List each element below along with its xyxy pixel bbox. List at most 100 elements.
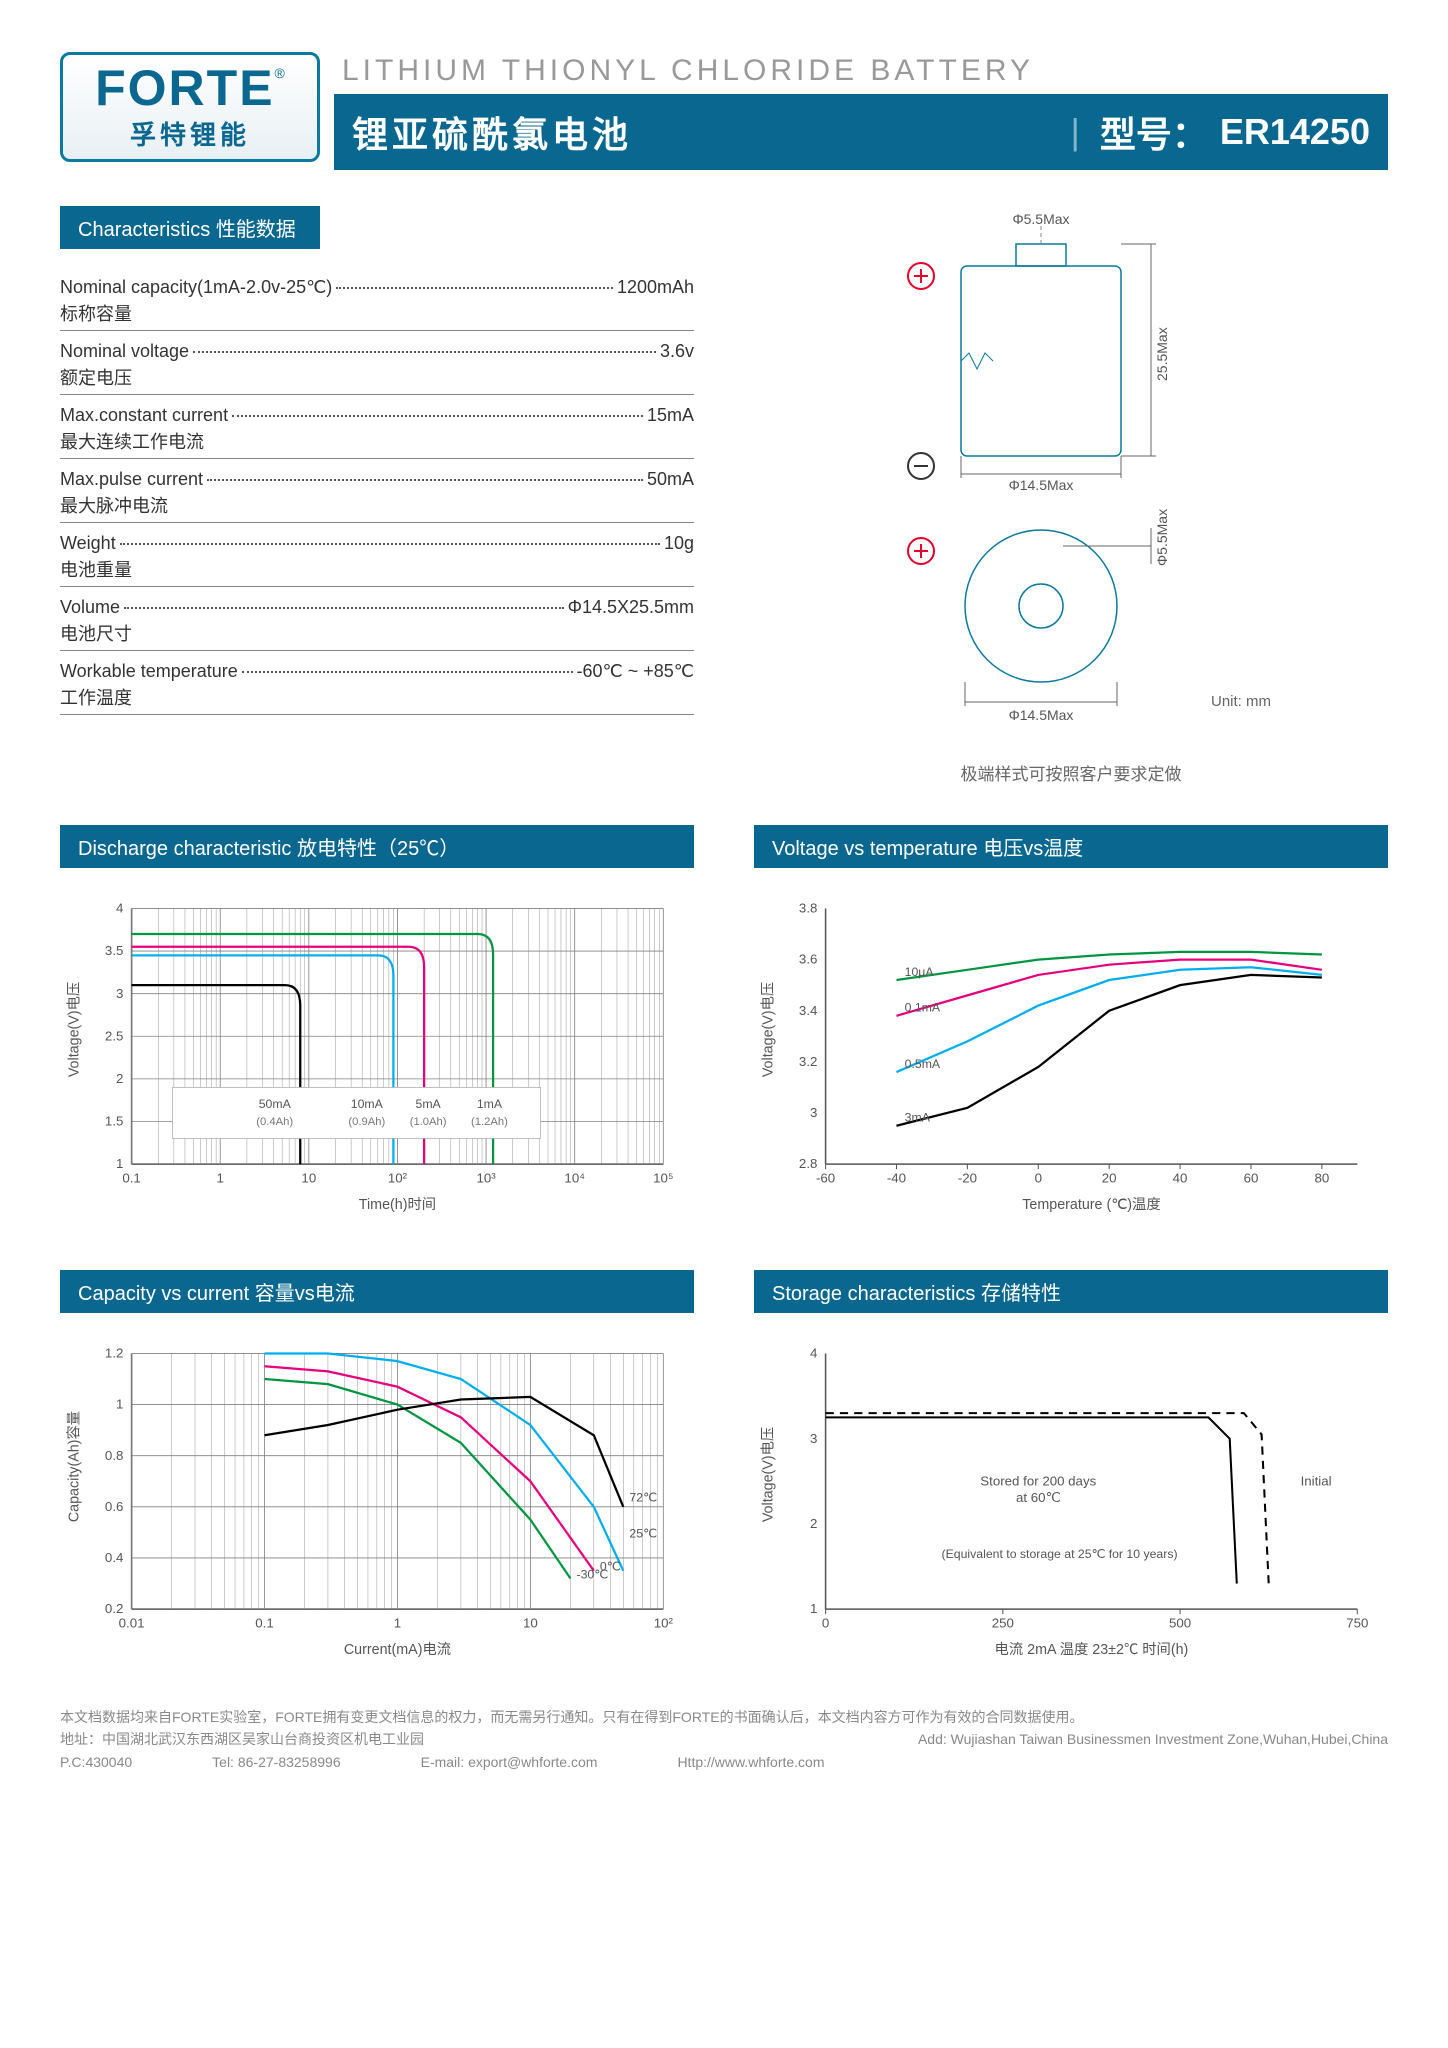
svg-text:5mA: 5mA (416, 1097, 442, 1111)
svg-text:10²: 10² (654, 1616, 674, 1631)
svg-text:(1.2Ah): (1.2Ah) (471, 1116, 508, 1128)
title-block: LITHIUM THIONYL CHLORIDE BATTERY 锂亚硫酰氯电池… (334, 52, 1388, 170)
model-value: ER14250 (1220, 111, 1370, 153)
svg-text:50mA: 50mA (259, 1097, 292, 1111)
svg-text:10: 10 (523, 1616, 538, 1631)
chart-vt-heading: Voltage vs temperature 电压vs温度 (754, 825, 1388, 868)
spec-value: 1200mAh (617, 277, 694, 298)
svg-text:0.4: 0.4 (105, 1550, 123, 1565)
spec-label-cn: 标称容量 (60, 300, 694, 326)
characteristics-block: Characteristics 性能数据 Nominal capacity(1m… (60, 206, 694, 785)
svg-text:2.5: 2.5 (105, 1028, 123, 1043)
svg-text:3.6: 3.6 (799, 952, 817, 967)
svg-text:at 60℃: at 60℃ (1016, 1490, 1060, 1505)
logo: FORTE ® 孚特锂能 (60, 52, 320, 162)
charts-grid: Discharge characteristic 放电特性（25℃） 1 1.5 2… (60, 825, 1388, 1676)
svg-text:0: 0 (822, 1616, 829, 1631)
svg-text:3.2: 3.2 (799, 1054, 817, 1069)
chart-storage-svg: 1234Voltage(V)电压0250500750Stored for 200… (754, 1333, 1388, 1670)
spec-label-en: Max.constant current (60, 405, 228, 426)
svg-text:0℃: 0℃ (600, 1560, 621, 1574)
logo-cn: 孚特锂能 (130, 115, 250, 152)
footer-tel: Tel: 86-27-83258996 (212, 1751, 340, 1773)
svg-text:2: 2 (810, 1516, 817, 1531)
svg-text:0.6: 0.6 (105, 1499, 123, 1514)
svg-text:0.1: 0.1 (122, 1170, 140, 1185)
spec-label-en: Volume (60, 597, 120, 618)
svg-text:10: 10 (301, 1170, 316, 1185)
svg-text:1: 1 (394, 1616, 401, 1631)
svg-text:10³: 10³ (476, 1170, 496, 1185)
title-bar: 锂亚硫酰氯电池 | 型号： ER14250 (334, 94, 1388, 170)
svg-text:10²: 10² (388, 1170, 408, 1185)
svg-text:80: 80 (1314, 1170, 1329, 1185)
spec-row: Max.constant current15mA最大连续工作电流 (60, 399, 694, 459)
svg-text:-60: -60 (816, 1170, 835, 1185)
svg-text:Φ14.5Max: Φ14.5Max (1009, 477, 1074, 493)
spec-value: -60℃ ~ +85℃ (577, 661, 695, 682)
spec-value: 10g (664, 533, 694, 554)
svg-text:0.1: 0.1 (255, 1616, 273, 1631)
svg-text:4: 4 (810, 1346, 817, 1361)
svg-text:(Equivalent to storage at 25℃: (Equivalent to storage at 25℃ for 10 yea… (942, 1547, 1178, 1561)
spec-row: Max.pulse current50mA最大脉冲电流 (60, 463, 694, 523)
svg-text:4: 4 (116, 901, 123, 916)
chart-cc-heading: Capacity vs current 容量vs电流 (60, 1270, 694, 1313)
chart-storage-heading: Storage characteristics 存储特性 (754, 1270, 1388, 1313)
svg-text:3mA: 3mA (905, 1111, 931, 1125)
svg-text:750: 750 (1346, 1616, 1368, 1631)
dimension-diagram: Φ5.5Max25.5MaxΦ14.5MaxΦ5.5MaxΦ14.5MaxUni… (754, 206, 1388, 785)
svg-text:-40: -40 (887, 1170, 906, 1185)
svg-text:Stored for 200 days: Stored for 200 days (980, 1474, 1096, 1489)
svg-text:Voltage(V)电压: Voltage(V)电压 (65, 982, 82, 1077)
spec-row: Workable temperature-60℃ ~ +85℃工作温度 (60, 655, 694, 715)
footer-email: E-mail: export@whforte.com (421, 1751, 598, 1773)
spec-value: 3.6v (660, 341, 694, 362)
spec-value: 15mA (647, 405, 694, 426)
svg-text:(1.0Ah): (1.0Ah) (410, 1116, 447, 1128)
title-cn: 锂亚硫酰氯电池 (352, 106, 632, 158)
svg-text:3.8: 3.8 (799, 901, 817, 916)
svg-text:3: 3 (116, 986, 123, 1001)
spec-label-en: Nominal capacity(1mA-2.0v-25℃) (60, 277, 332, 298)
footer-addr-en: Add: Wujiashan Taiwan Businessmen Invest… (918, 1728, 1388, 1750)
svg-text:0.2: 0.2 (105, 1602, 123, 1617)
svg-text:Φ5.5Max: Φ5.5Max (1012, 211, 1069, 227)
svg-text:1: 1 (116, 1397, 123, 1412)
top-content: Characteristics 性能数据 Nominal capacity(1m… (60, 206, 1388, 785)
svg-text:10⁴: 10⁴ (564, 1170, 585, 1185)
spec-row: Weight10g电池重量 (60, 527, 694, 587)
svg-text:1.5: 1.5 (105, 1114, 123, 1129)
spec-label-cn: 电池尺寸 (60, 620, 694, 646)
svg-text:Current(mA)电流: Current(mA)电流 (344, 1642, 451, 1659)
chart-vt-svg: 2.833.23.43.63.8Voltage(V)电压Temperature … (754, 888, 1388, 1225)
svg-text:10μA: 10μA (905, 965, 935, 979)
svg-text:Temperature (℃)温度: Temperature (℃)温度 (1022, 1196, 1160, 1213)
spec-label-en: Max.pulse current (60, 469, 203, 490)
header: FORTE ® 孚特锂能 LITHIUM THIONYL CHLORIDE BA… (60, 52, 1388, 170)
chart-discharge-heading: Discharge characteristic 放电特性（25℃） (60, 825, 694, 868)
spec-label-cn: 最大脉冲电流 (60, 492, 694, 518)
title-model: | 型号： ER14250 (1071, 106, 1371, 158)
diagram-note: 极端样式可按照客户要求定做 (961, 760, 1182, 785)
spec-label-cn: 额定电压 (60, 364, 694, 390)
svg-text:Voltage(V)电压: Voltage(V)电压 (759, 982, 776, 1077)
title-en: LITHIUM THIONYL CHLORIDE BATTERY (334, 52, 1388, 94)
model-label: 型号： (1100, 106, 1208, 158)
svg-text:72℃: 72℃ (629, 1491, 656, 1505)
svg-text:Φ14.5Max: Φ14.5Max (1009, 707, 1074, 723)
svg-text:Initial: Initial (1301, 1474, 1332, 1489)
svg-text:3.4: 3.4 (799, 1003, 817, 1018)
svg-text:10mA: 10mA (351, 1097, 384, 1111)
spec-label-en: Weight (60, 533, 116, 554)
spec-label-en: Nominal voltage (60, 341, 189, 362)
spec-list: Nominal capacity(1mA-2.0v-25℃) 1200mAh标称容… (60, 271, 694, 715)
svg-text:Unit: mm: Unit: mm (1211, 693, 1271, 710)
svg-text:0: 0 (1035, 1170, 1042, 1185)
svg-text:500: 500 (1169, 1616, 1191, 1631)
spec-value: Φ14.5X25.5mm (568, 597, 694, 618)
footer-disclaimer: 本文档数据均来自FORTE实验室，FORTE拥有变更文档信息的权力，而无需另行通… (60, 1706, 1388, 1728)
svg-text:Capacity(Ah)容量: Capacity(Ah)容量 (65, 1411, 82, 1522)
footer: 本文档数据均来自FORTE实验室，FORTE拥有变更文档信息的权力，而无需另行通… (60, 1706, 1388, 1773)
svg-text:1: 1 (116, 1156, 123, 1171)
